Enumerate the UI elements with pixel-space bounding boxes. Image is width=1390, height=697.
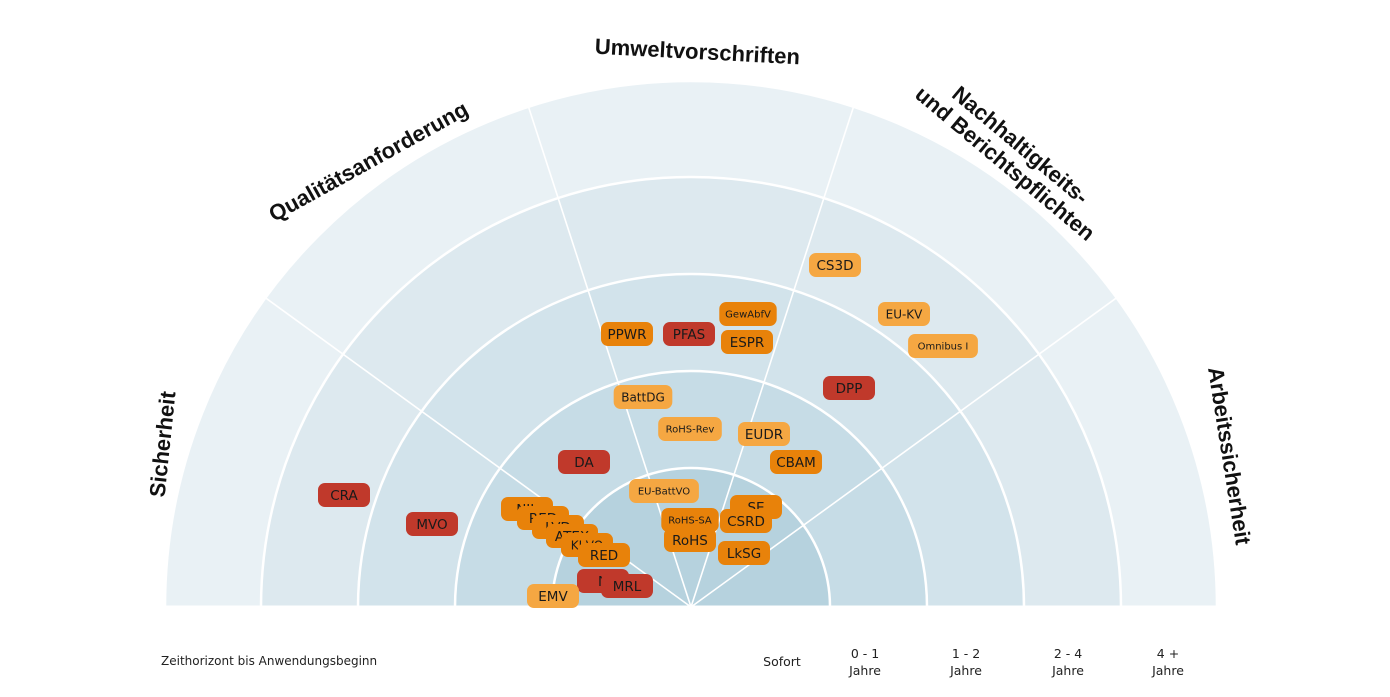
- legend-title: Zeithorizont bis Anwendungsbeginn: [161, 654, 378, 668]
- category-umweltvorschriften: Umweltvorschriften: [594, 34, 800, 70]
- badge-background: [720, 509, 772, 533]
- category-sicherheit: Sicherheit: [145, 389, 181, 498]
- badge-background: [661, 508, 719, 532]
- badge-label: EUDR: [745, 427, 783, 443]
- badge-emv[interactable]: EMV: [527, 584, 579, 608]
- badge-background: [664, 528, 716, 552]
- badge-background: [823, 376, 875, 400]
- badge-pfas[interactable]: PFAS: [663, 322, 715, 346]
- badge-cs3d[interactable]: CS3D: [809, 253, 861, 277]
- badge-eu-kv[interactable]: EU-KV: [878, 302, 930, 326]
- badge-cra[interactable]: CRA: [318, 483, 370, 507]
- badge-eudr[interactable]: EUDR: [738, 422, 790, 446]
- badge-rohs[interactable]: RoHS: [664, 528, 716, 552]
- regulation-badges: CS3D EU-KV Omnibus I GewAbfV ESPR PPWR PFAS DPP…: [318, 253, 978, 608]
- legend-tick-0-1: 0 - 1 Jahre: [849, 646, 881, 678]
- badge-background: [719, 302, 777, 326]
- badge-background: [406, 512, 458, 536]
- badge-label: RED: [590, 548, 618, 564]
- badge-background: [601, 322, 653, 346]
- badge-background: [738, 422, 790, 446]
- badge-label: BattDG: [621, 390, 665, 404]
- badge-background: [770, 450, 822, 474]
- badge-label: MRL: [613, 579, 642, 595]
- badge-label: RoHS-Rev: [666, 425, 715, 436]
- legend-tick-1-2: 1 - 2 Jahre: [950, 646, 982, 678]
- badge-red[interactable]: RED: [578, 543, 630, 567]
- badge-background: [318, 483, 370, 507]
- badge-battdg[interactable]: BattDG: [613, 385, 673, 409]
- badge-eu-battvo[interactable]: EU-BattVO: [629, 479, 699, 503]
- badge-background: [601, 574, 653, 598]
- badge-mvo[interactable]: MVO: [406, 512, 458, 536]
- badge-label: ESPR: [730, 335, 765, 351]
- badge-label: RoHS: [672, 533, 708, 549]
- badge-mrl[interactable]: MRL: [601, 574, 653, 598]
- badge-label: EMV: [538, 589, 568, 605]
- badge-ppwr[interactable]: PPWR: [601, 322, 653, 346]
- badge-espr[interactable]: ESPR: [721, 330, 773, 354]
- badge-background: [558, 450, 610, 474]
- badge-dpp[interactable]: DPP: [823, 376, 875, 400]
- badge-background: [663, 322, 715, 346]
- badge-label: EU-KV: [886, 307, 924, 321]
- badge-label: PFAS: [673, 327, 705, 343]
- badge-background: [613, 385, 673, 409]
- badge-background: [718, 541, 770, 565]
- badge-background: [809, 253, 861, 277]
- badge-label: CRA: [330, 488, 358, 504]
- badge-background: [721, 330, 773, 354]
- badge-lksg[interactable]: LkSG: [718, 541, 770, 565]
- badge-label: CS3D: [817, 258, 854, 274]
- badge-rohs-rev[interactable]: RoHS-Rev: [658, 417, 722, 441]
- badge-label: LkSG: [727, 546, 761, 562]
- badge-cbam[interactable]: CBAM: [770, 450, 822, 474]
- badge-label: MVO: [416, 517, 447, 533]
- badge-label: GewAbfV: [725, 310, 771, 321]
- badge-background: [629, 479, 699, 503]
- badge-background: [527, 584, 579, 608]
- badge-background: [658, 417, 722, 441]
- badge-label: DPP: [836, 381, 863, 397]
- badge-da[interactable]: DA: [558, 450, 610, 474]
- badge-label: Omnibus I: [918, 342, 969, 353]
- badge-label: PPWR: [607, 327, 646, 343]
- badge-rohs-sa[interactable]: RoHS-SA: [661, 508, 719, 532]
- badge-background: [878, 302, 930, 326]
- legend-tick-sofort: Sofort: [763, 654, 801, 669]
- legend-tick-2-4: 2 - 4 Jahre: [1052, 646, 1084, 678]
- badge-label: CBAM: [776, 455, 816, 471]
- legend-tick-4plus: 4 + Jahre: [1152, 646, 1184, 678]
- badge-label: EU-BattVO: [638, 487, 690, 498]
- badge-omnibus-i[interactable]: Omnibus I: [908, 334, 978, 358]
- badge-label: CSRD: [727, 514, 765, 530]
- badge-label: RoHS-SA: [668, 516, 712, 527]
- badge-label: DA: [574, 455, 594, 471]
- badge-csrd[interactable]: CSRD: [720, 509, 772, 533]
- badge-gewabfv[interactable]: GewAbfV: [719, 302, 777, 326]
- badge-background: [908, 334, 978, 358]
- badge-background: [578, 543, 630, 567]
